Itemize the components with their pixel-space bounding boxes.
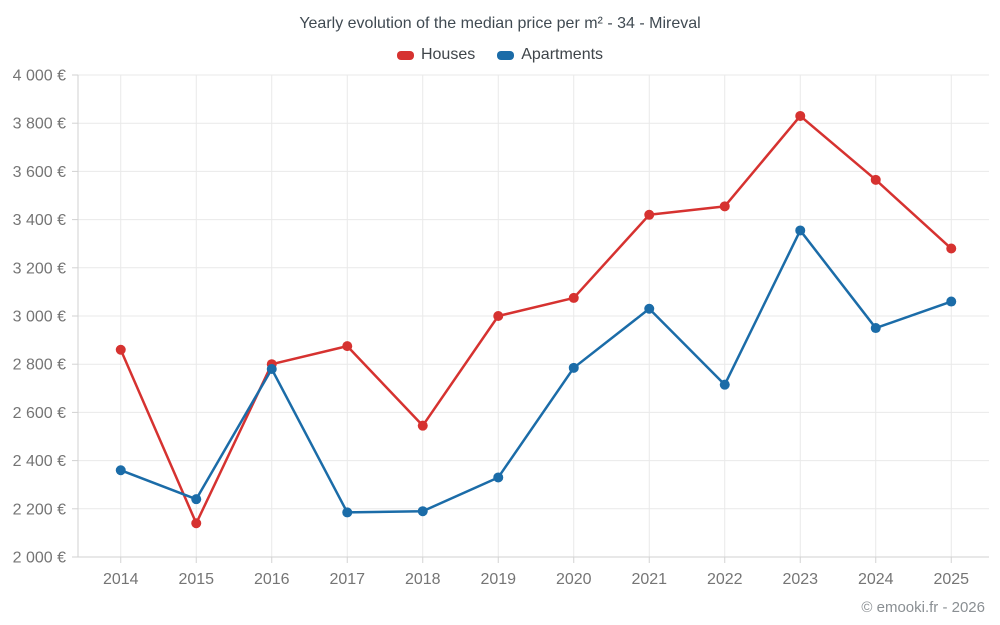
apartments-point-2023 <box>795 225 806 236</box>
apartments-point-2017 <box>342 507 353 518</box>
houses-line <box>119 114 953 525</box>
y-axis-label: 2 800 € <box>13 357 66 374</box>
y-axis-label: 3 600 € <box>13 164 66 181</box>
y-axis-label: 2 400 € <box>13 453 66 470</box>
apartments-point-2014 <box>115 465 126 476</box>
x-axis-label: 2018 <box>405 571 441 588</box>
apartments-legend-label: Apartments <box>521 46 604 63</box>
houses-point-2017 <box>342 341 353 352</box>
x-axis-label: 2024 <box>858 571 894 588</box>
x-axis-label: 2015 <box>178 571 214 588</box>
apartments-point-2016 <box>266 364 277 375</box>
x-axis-label: 2022 <box>707 571 743 588</box>
y-axis-label: 2 600 € <box>13 405 66 422</box>
apartments-legend-swatch-icon <box>497 50 515 60</box>
x-axis-label: 2023 <box>782 571 818 588</box>
legend-item-apartments[interactable]: Apartments <box>497 46 603 64</box>
apartments-point-2024 <box>870 323 881 334</box>
y-axis-label: 3 000 € <box>13 309 66 326</box>
y-axis-label: 4 000 € <box>13 68 66 85</box>
houses-point-2019 <box>493 311 504 321</box>
x-axis-label: 2014 <box>103 571 139 588</box>
houses-point-2015 <box>191 518 202 529</box>
houses-legend-label: Houses <box>420 46 476 63</box>
credit-link[interactable]: © emooki.fr - 2026 <box>861 599 985 616</box>
x-axis-label: 2017 <box>329 571 365 588</box>
houses-point-2021 <box>644 209 655 220</box>
houses-legend-swatch-icon <box>396 50 414 60</box>
houses-point-2014 <box>115 344 126 355</box>
x-axis-label: 2021 <box>631 571 667 588</box>
houses-point-2020 <box>568 292 579 303</box>
houses-point-2022 <box>719 201 730 212</box>
y-axis-label: 2 200 € <box>13 501 66 518</box>
legend-item-houses[interactable]: Houses <box>396 46 476 64</box>
x-axis-label: 2020 <box>556 571 592 588</box>
apartments-point-2018 <box>417 506 428 517</box>
x-axis-label: 2019 <box>480 571 516 588</box>
chart-title: Yearly evolution of the median price per… <box>299 15 701 32</box>
apartments-point-2015 <box>191 494 202 505</box>
apartments-point-2019 <box>493 472 504 483</box>
x-axis-label: 2016 <box>254 571 290 588</box>
y-axis-label: 3 200 € <box>13 260 66 277</box>
x-axis-label: 2025 <box>933 571 969 588</box>
y-axis-label: 3 400 € <box>13 212 66 229</box>
apartments-point-2022 <box>719 379 730 390</box>
houses-point-2023 <box>795 110 806 121</box>
y-axis-label: 3 800 € <box>13 116 66 133</box>
apartments-point-2025 <box>946 296 957 307</box>
y-axis-label: 2 000 € <box>13 550 66 567</box>
apartments-point-2021 <box>644 303 655 314</box>
legend: Houses Apartments <box>0 46 1000 64</box>
houses-point-2024 <box>870 174 881 185</box>
apartments-line <box>119 229 953 514</box>
houses-point-2025 <box>946 243 957 254</box>
houses-point-2018 <box>417 420 428 431</box>
apartments-point-2020 <box>568 362 579 373</box>
